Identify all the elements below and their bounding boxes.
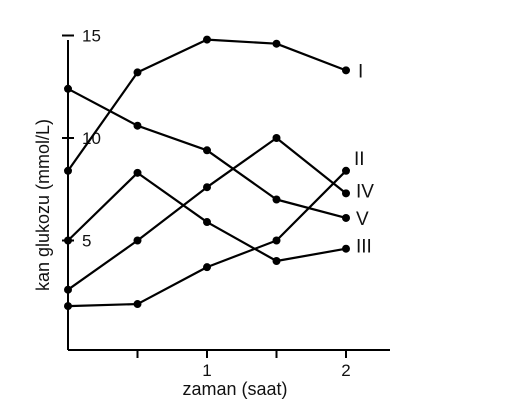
series-ii <box>64 166 350 311</box>
series-v <box>64 84 350 222</box>
data-point <box>203 218 211 227</box>
data-point <box>64 236 72 245</box>
y-axis-title: kan glukozu (mmol/L) <box>33 119 53 291</box>
series-label: III <box>356 237 372 258</box>
series-layer <box>64 35 350 311</box>
y-tick-label: 15 <box>82 27 101 46</box>
data-point <box>133 168 142 177</box>
data-point <box>272 257 281 265</box>
data-point <box>272 195 281 204</box>
x-tick-label: 2 <box>341 361 350 380</box>
data-point <box>342 66 350 75</box>
data-point <box>64 302 72 311</box>
y-tick-label: 5 <box>82 232 91 251</box>
data-point <box>342 244 350 253</box>
x-tick-label: 1 <box>202 361 211 380</box>
series-label: IV <box>356 181 374 202</box>
series-label: V <box>356 209 369 230</box>
data-point <box>133 121 142 130</box>
data-point <box>272 134 281 142</box>
data-point <box>342 213 350 222</box>
data-point <box>342 166 350 175</box>
data-point <box>203 146 211 155</box>
data-point <box>342 189 350 198</box>
data-point <box>203 183 211 192</box>
series-label: II <box>354 149 365 170</box>
data-point <box>64 285 72 294</box>
series-i <box>64 35 350 175</box>
data-point <box>64 84 72 93</box>
data-point <box>272 39 281 48</box>
series-label: I <box>358 61 363 82</box>
x-axis-title: zaman (saat) <box>182 379 287 399</box>
data-point <box>64 166 72 175</box>
data-point <box>203 35 211 44</box>
data-point <box>272 236 281 245</box>
data-point <box>133 236 142 245</box>
data-point <box>203 263 211 272</box>
series-iii <box>64 168 350 265</box>
data-point <box>133 300 142 309</box>
series-iv <box>64 134 350 294</box>
data-point <box>133 68 142 77</box>
